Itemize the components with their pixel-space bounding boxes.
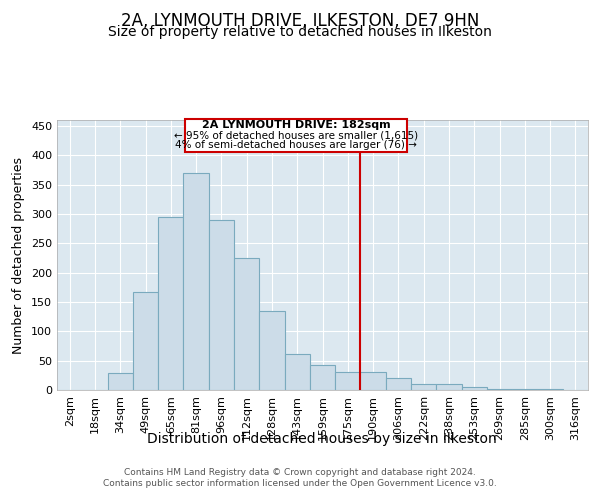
Bar [158, 217, 184, 390]
Bar [234, 258, 259, 390]
Bar [436, 384, 461, 390]
Y-axis label: Number of detached properties: Number of detached properties [13, 156, 25, 354]
Bar [310, 365, 335, 390]
Bar [184, 173, 209, 390]
Bar [335, 372, 361, 390]
Bar [512, 389, 538, 390]
Bar [284, 354, 310, 390]
Text: 4% of semi-detached houses are larger (76) →: 4% of semi-detached houses are larger (7… [175, 140, 417, 149]
Text: Size of property relative to detached houses in Ilkeston: Size of property relative to detached ho… [108, 25, 492, 39]
Bar [107, 373, 133, 390]
Bar [209, 220, 234, 390]
Bar [259, 312, 284, 390]
Text: 2A LYNMOUTH DRIVE: 182sqm: 2A LYNMOUTH DRIVE: 182sqm [202, 120, 390, 130]
Bar [411, 384, 436, 390]
Bar [133, 292, 158, 390]
Bar [386, 378, 411, 390]
Text: ← 95% of detached houses are smaller (1,615): ← 95% of detached houses are smaller (1,… [174, 130, 418, 140]
Text: Distribution of detached houses by size in Ilkeston: Distribution of detached houses by size … [148, 432, 497, 446]
Bar [185, 119, 407, 152]
Bar [487, 389, 512, 390]
Bar [361, 372, 386, 390]
Text: 2A, LYNMOUTH DRIVE, ILKESTON, DE7 9HN: 2A, LYNMOUTH DRIVE, ILKESTON, DE7 9HN [121, 12, 479, 30]
Bar [461, 387, 487, 390]
Text: Contains HM Land Registry data © Crown copyright and database right 2024.
Contai: Contains HM Land Registry data © Crown c… [103, 468, 497, 487]
